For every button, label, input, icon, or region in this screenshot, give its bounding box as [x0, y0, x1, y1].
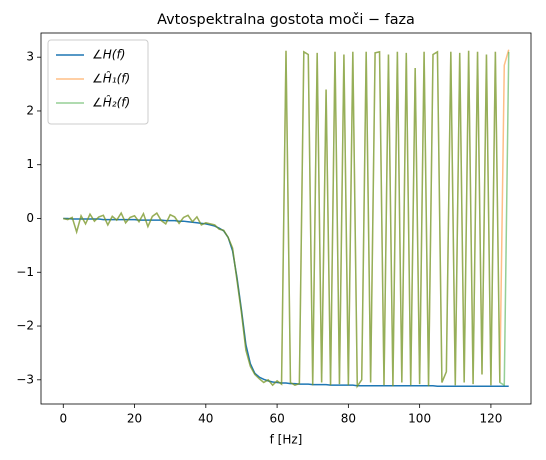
x-tick-label: 60 — [269, 412, 284, 426]
y-tick-label: 0 — [26, 211, 34, 225]
y-tick-label: 2 — [26, 103, 34, 117]
series-line — [63, 50, 510, 389]
x-tick-label: 100 — [408, 412, 431, 426]
x-tick-label: 20 — [127, 412, 142, 426]
x-axis-label: f [Hz] — [270, 433, 303, 447]
x-tick-label: 120 — [479, 412, 502, 426]
x-tick-label: 40 — [198, 412, 213, 426]
chart-title: Avtospektralna gostota moči − faza — [157, 12, 415, 28]
legend-label: ∠Ĥ₁(f) — [92, 71, 130, 86]
y-tick-label: −2 — [16, 319, 34, 333]
legend-label: ∠H(f) — [92, 48, 125, 62]
y-tick-label: 3 — [26, 50, 34, 64]
y-tick-label: −3 — [16, 372, 34, 386]
y-tick-label: 1 — [26, 157, 34, 171]
x-tick-label: 80 — [341, 412, 356, 426]
legend-label: ∠Ĥ₂(f) — [92, 95, 130, 110]
y-tick-label: −1 — [16, 265, 34, 279]
x-tick-label: 0 — [59, 412, 67, 426]
plot-frame — [40, 32, 532, 405]
